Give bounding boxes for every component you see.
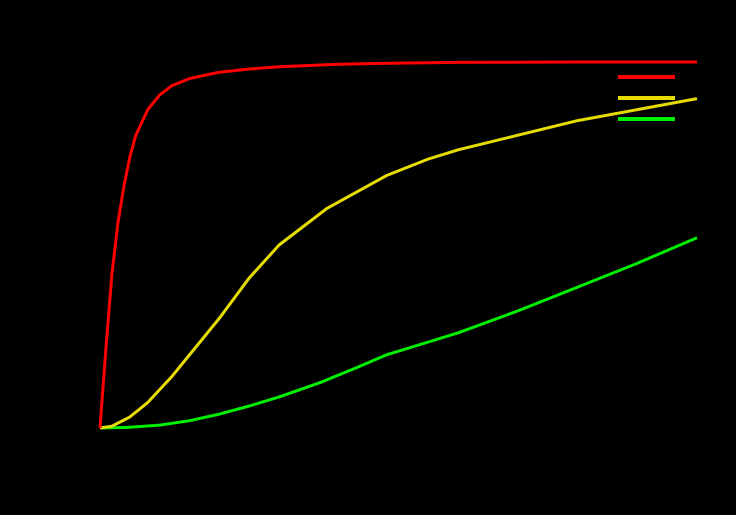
series-line-2 <box>99 236 698 430</box>
series-layer <box>98 60 698 430</box>
legend <box>618 75 675 121</box>
series-line-1 <box>99 97 698 430</box>
series-line-0 <box>98 60 697 429</box>
